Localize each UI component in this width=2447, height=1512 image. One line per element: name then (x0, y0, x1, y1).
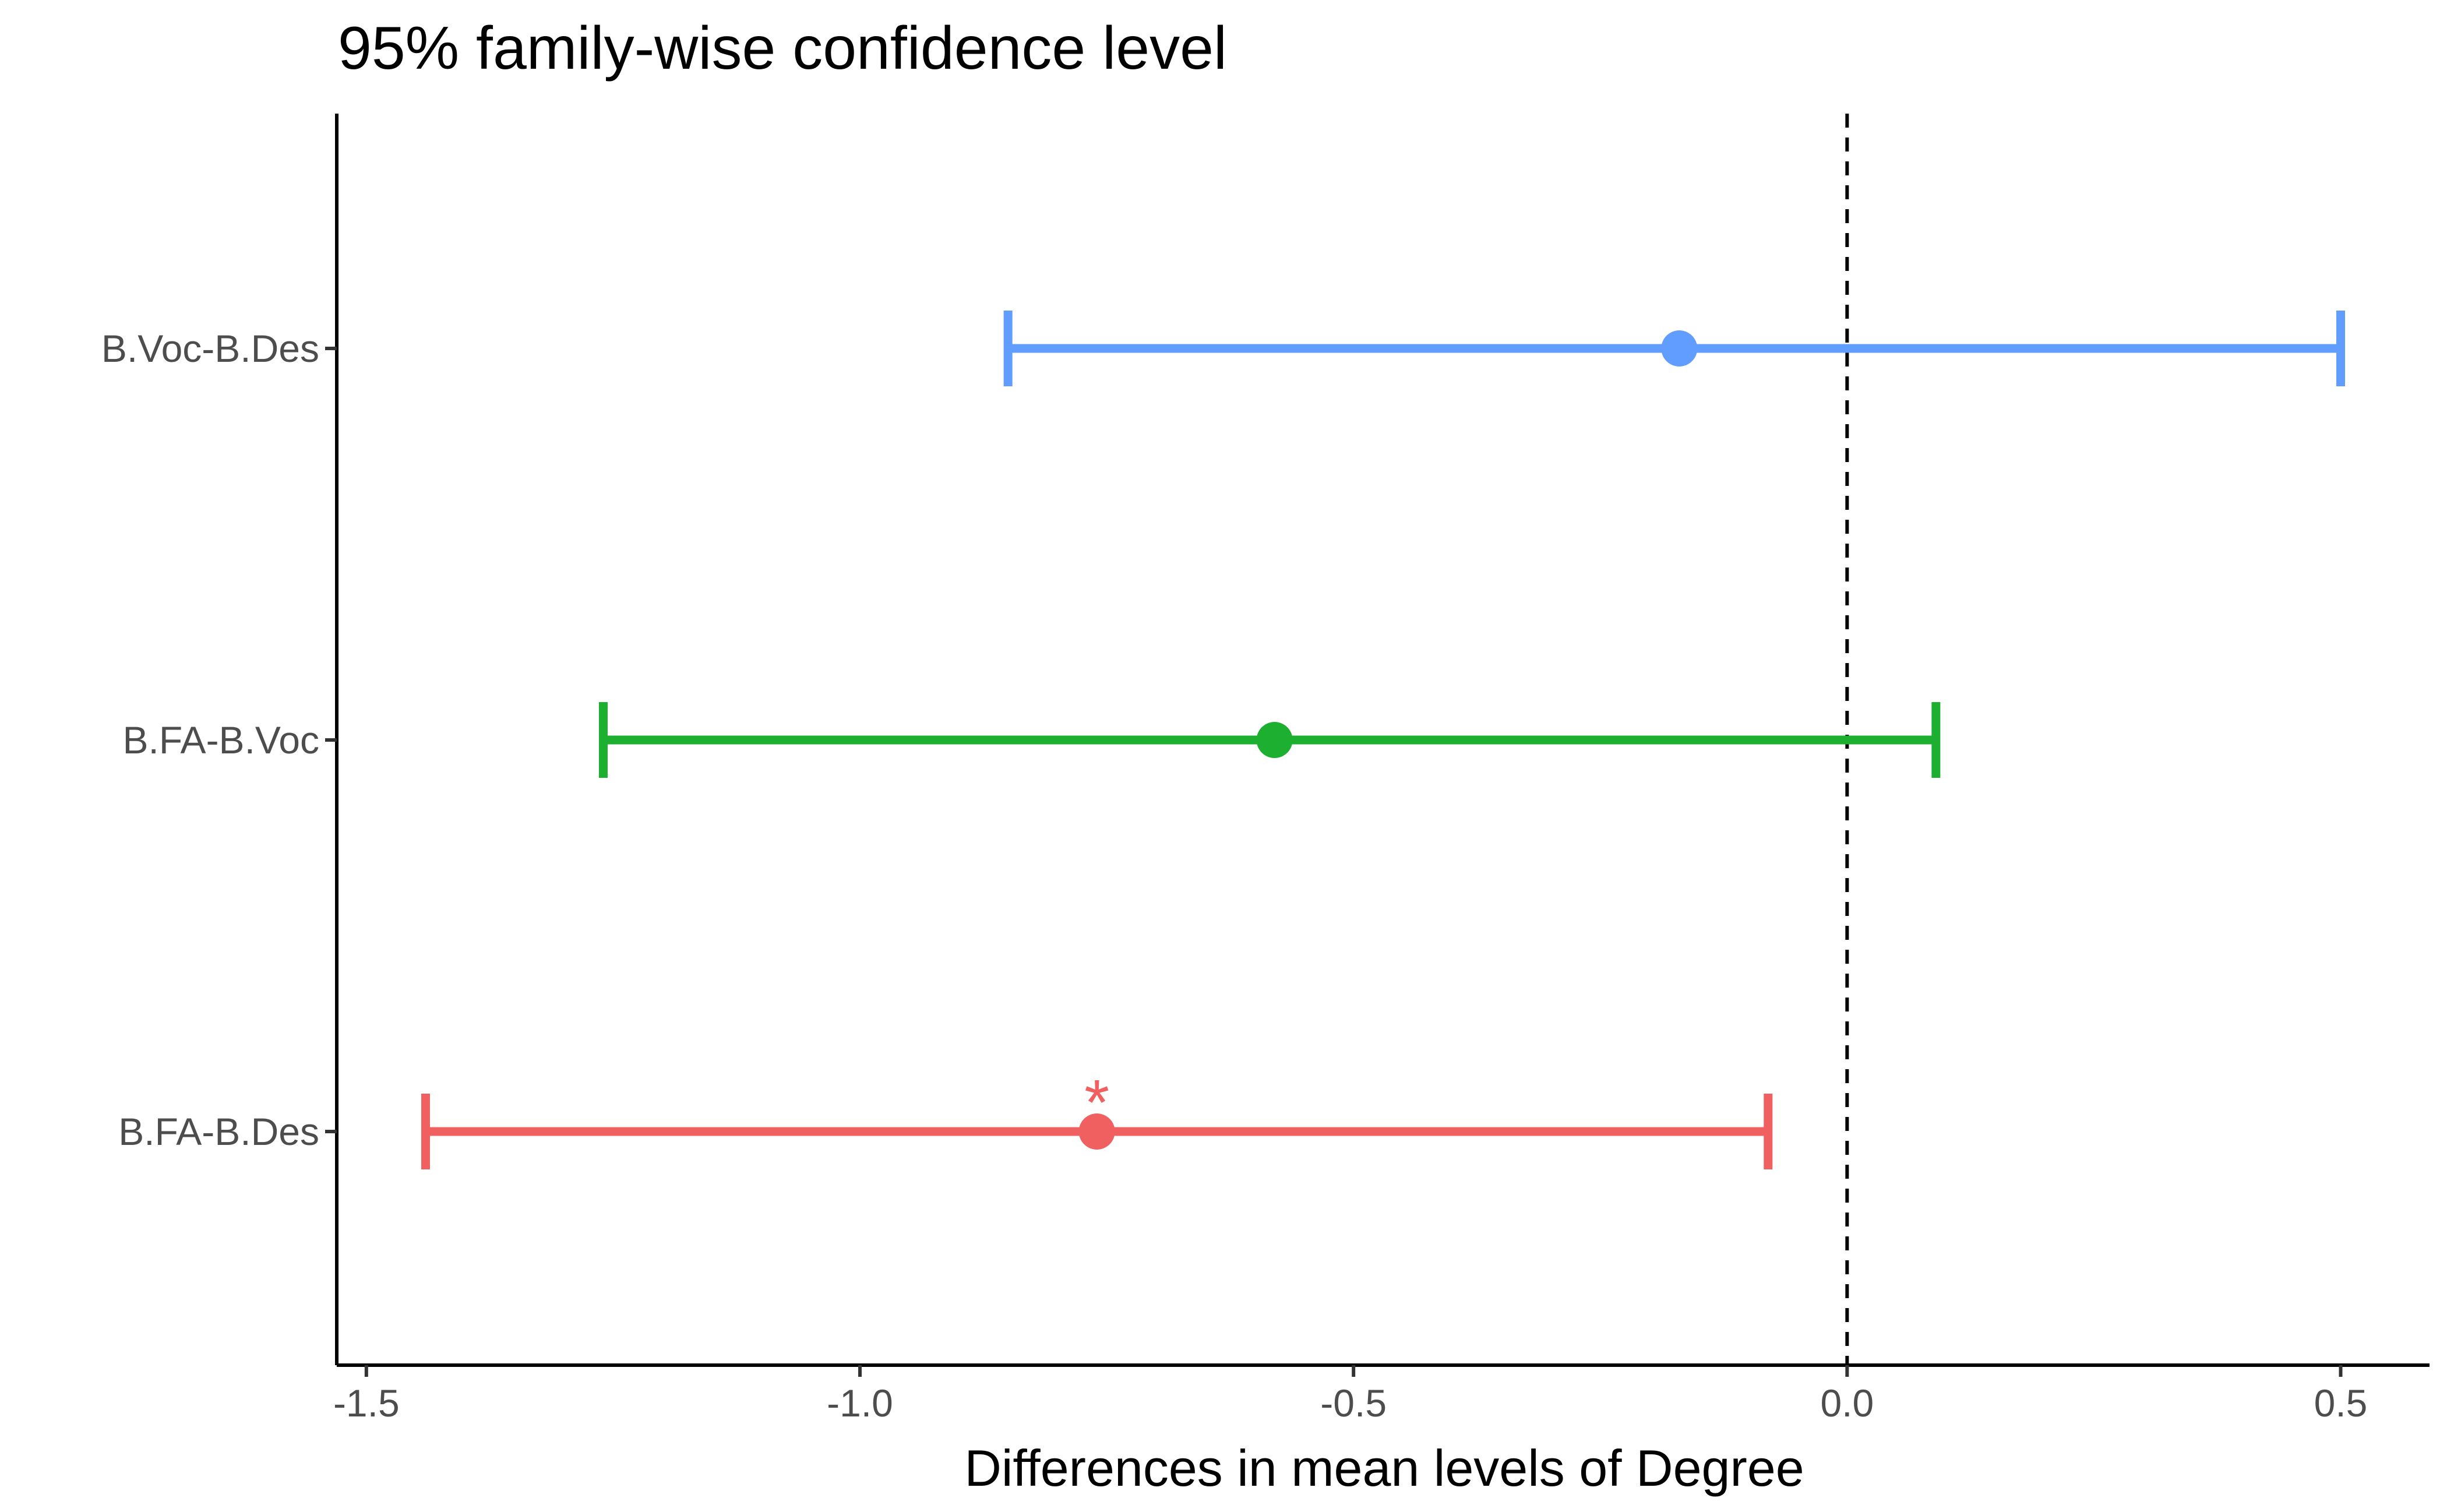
estimate-point (1078, 1113, 1115, 1150)
significance-marker: * (1084, 1067, 1109, 1139)
estimate-point (1256, 722, 1293, 758)
x-axis-title: Differences in mean levels of Degree (964, 1439, 1804, 1497)
chart-title: 95% family-wise confidence level (338, 15, 1227, 82)
plot-area: -1.5 -1.0 -0.5 0.0 0.5 B.Voc-B.Des B.FA-B.Voc B… (101, 114, 2430, 1425)
y-tick-label: B.FA-B.Des (118, 1110, 319, 1153)
x-tick-label: 0.0 (1820, 1381, 1874, 1425)
y-tick-label: B.Voc-B.Des (101, 327, 319, 370)
estimate-point (1661, 330, 1698, 366)
x-tick-label: -0.5 (1320, 1381, 1387, 1425)
x-tick-label: 0.5 (2314, 1381, 2368, 1425)
x-tick-label: -1.0 (827, 1381, 893, 1425)
x-tick-label: -1.5 (333, 1381, 400, 1425)
y-tick-label: B.FA-B.Voc (123, 718, 319, 762)
